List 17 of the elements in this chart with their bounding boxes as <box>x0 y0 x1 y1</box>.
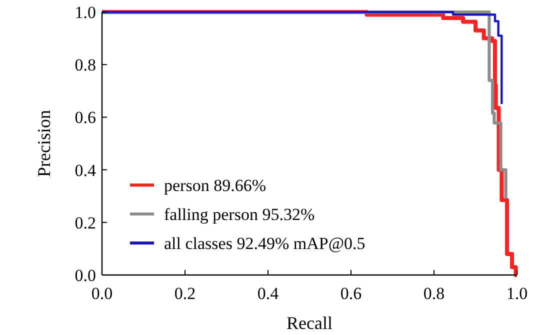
y-tick-label: 0.2 <box>74 213 96 232</box>
legend-label: falling person 95.32% <box>164 204 315 224</box>
y-axis-title: Precision <box>34 110 54 177</box>
y-tick-label: 1.0 <box>74 2 96 22</box>
y-tick-label: 0.8 <box>74 56 96 75</box>
legend-label: all classes 92.49% mAP@0.5 <box>164 234 366 253</box>
x-tick-label: 0.4 <box>257 284 280 303</box>
y-tick-label: 0.0 <box>74 266 96 285</box>
x-tick-label: 0.0 <box>91 284 113 303</box>
x-tick-label: 0.8 <box>423 284 445 303</box>
y-tick-label: 0.6 <box>74 108 96 128</box>
x-tick-label: 1.0 <box>506 284 528 303</box>
legend-label: person 89.66% <box>164 176 266 195</box>
x-axis-title: Recall <box>286 313 332 333</box>
x-tick-label: 0.2 <box>174 284 196 303</box>
x-tick-label: 0.6 <box>340 284 362 303</box>
y-tick-label: 0.4 <box>74 160 96 180</box>
